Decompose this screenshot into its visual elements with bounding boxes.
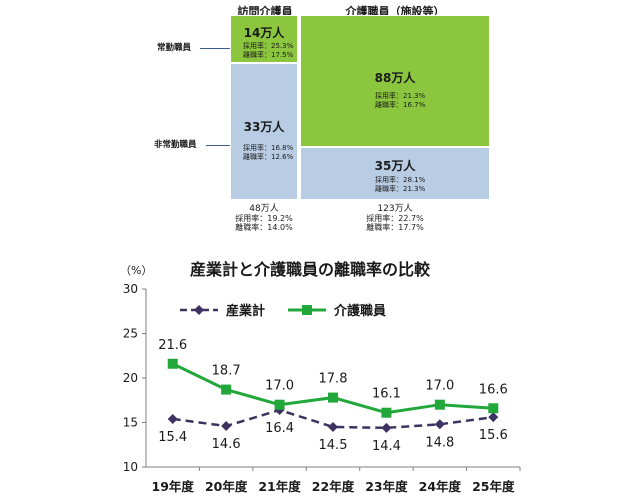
cell-count: 14万人 — [243, 26, 285, 40]
hire-rate: 採用率：25.3% — [243, 42, 294, 50]
data-label: 16.4 — [265, 421, 294, 436]
data-label: 14.6 — [212, 437, 241, 452]
data-label: 14.4 — [372, 439, 401, 454]
hire-rate: 採用率：21.3% — [375, 92, 426, 100]
x-tick-label: 22年度 — [312, 479, 355, 494]
cell-facility-part-time: 35万人 採用率：28.1% 離職率：21.3% — [300, 147, 490, 200]
data-point-care-workers — [328, 392, 338, 403]
data-label: 15.6 — [479, 428, 508, 443]
row-label-full-time-connector — [200, 48, 230, 49]
data-point-industry-total — [488, 412, 499, 423]
separation-rate: 離職率：12.6% — [243, 153, 294, 161]
data-label: 16.6 — [479, 382, 508, 397]
data-point-industry-total — [221, 421, 232, 432]
x-tick-label: 23年度 — [365, 479, 408, 494]
data-label: 17.0 — [425, 379, 454, 394]
separation-rate: 離職率：16.7% — [375, 101, 426, 109]
row-label-part-time-connector — [206, 145, 230, 146]
data-point-industry-total — [167, 413, 178, 424]
separation-rate: 離職率：17.5% — [243, 51, 294, 59]
cell-count: 35万人 — [374, 159, 416, 173]
data-label: 18.7 — [212, 364, 241, 379]
cell-facility-full-time: 88万人 採用率：21.3% 離職率：16.7% — [300, 15, 490, 147]
data-label: 14.5 — [319, 438, 348, 453]
total-hire-rate: 採用率：19.2% — [235, 214, 293, 223]
data-label: 21.6 — [158, 338, 187, 353]
cell-home-full-time: 14万人 採用率：25.3% 離職率：17.5% — [230, 15, 298, 63]
total-hire-rate: 採用率：22.7% — [366, 214, 424, 223]
x-tick-label: 19年度 — [152, 479, 195, 494]
data-point-industry-total — [328, 421, 338, 432]
y-tick-label: 10 — [123, 460, 138, 474]
data-label: 14.8 — [425, 435, 454, 450]
column-header-home-care: 訪問介護員 — [237, 5, 293, 18]
hire-rate: 採用率：16.8% — [243, 144, 294, 152]
x-tick-label: 21年度 — [258, 479, 301, 494]
y-tick-label: 25 — [123, 327, 138, 341]
legend-label: 介護職員 — [333, 303, 386, 319]
cell-home-part-time: 33万人 採用率：16.8% 離職率：12.6% — [230, 63, 298, 200]
legend-marker — [194, 305, 204, 315]
data-label: 17.0 — [265, 379, 294, 394]
chart-title: 産業計と介護職員の離職率の比較 — [189, 260, 430, 279]
total-home-care: 48万人 採用率：19.2% 離職率：14.0% — [225, 204, 303, 233]
x-tick-label: 24年度 — [419, 479, 462, 494]
data-label: 15.4 — [158, 430, 187, 445]
total-facility: 123万人 採用率：22.7% 離職率：17.7% — [340, 204, 450, 233]
y-tick-label: 20 — [123, 371, 138, 385]
data-point-care-workers — [167, 358, 178, 369]
data-point-care-workers — [274, 399, 285, 410]
data-point-care-workers — [488, 403, 499, 414]
data-point-industry-total — [381, 422, 392, 433]
total-separation-rate: 離職率：14.0% — [235, 223, 293, 232]
separation-rate: 離職率：21.3% — [375, 185, 426, 193]
x-tick-label: 25年度 — [472, 479, 515, 494]
total-count: 48万人 — [249, 204, 279, 214]
data-label: 16.1 — [372, 387, 401, 402]
y-tick-label: 30 — [123, 282, 138, 296]
y-tick-label: 15 — [123, 416, 138, 430]
row-label-full-time: 常勤職員 — [157, 43, 192, 53]
row-label-part-time: 非常勤職員 — [154, 140, 197, 150]
data-point-care-workers — [221, 384, 232, 395]
cell-count: 88万人 — [374, 71, 416, 85]
y-axis-unit-label: （%） — [120, 264, 153, 277]
legend-label: 産業計 — [226, 303, 265, 319]
data-point-care-workers — [381, 407, 392, 418]
hire-rate: 採用率：28.1% — [375, 176, 426, 184]
cell-count: 33万人 — [243, 120, 285, 134]
legend-marker — [302, 305, 312, 315]
data-point-care-workers — [434, 399, 445, 410]
total-separation-rate: 離職率：17.7% — [366, 223, 424, 232]
data-label: 17.8 — [319, 372, 348, 387]
column-header-facility: 介護職員（施設等） — [345, 5, 445, 18]
x-tick-label: 20年度 — [205, 479, 248, 494]
data-point-industry-total — [434, 419, 445, 430]
total-count: 123万人 — [377, 204, 413, 214]
